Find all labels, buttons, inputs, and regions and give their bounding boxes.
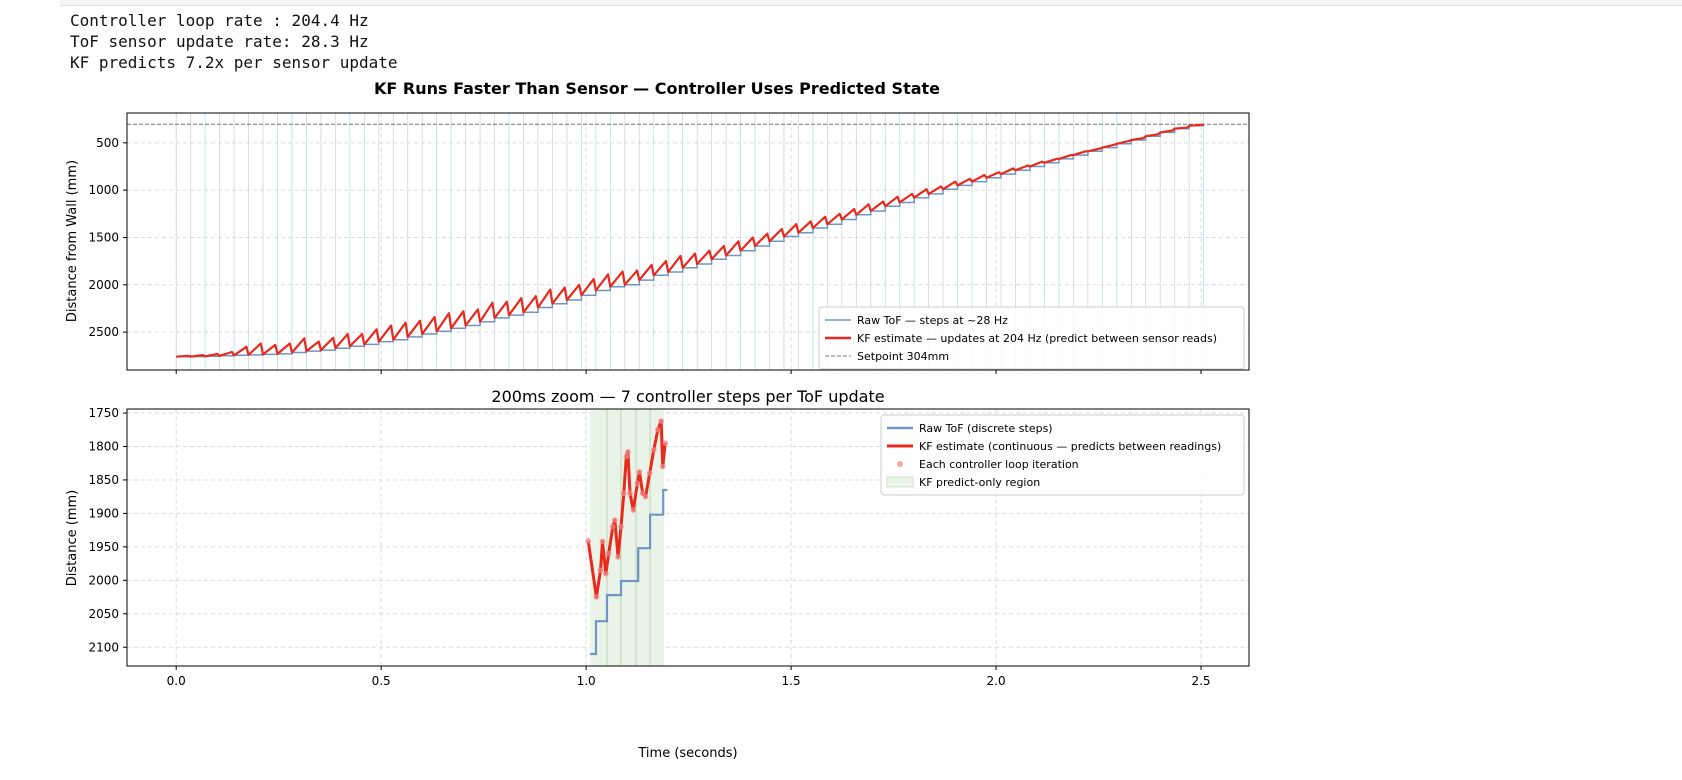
controller-iteration-point xyxy=(646,470,653,477)
output-line-loop-rate: Controller loop rate : 204.4 Hz xyxy=(70,11,369,30)
controller-iteration-point xyxy=(603,570,609,577)
x-tick-label: 1.5 xyxy=(782,674,801,688)
legend-label: Setpoint 304mm xyxy=(857,350,949,363)
controller-iteration-point xyxy=(636,469,643,475)
bottom-y-axis-label: Distance (mm) xyxy=(65,490,80,586)
controller-iteration-point xyxy=(630,507,637,513)
controller-iteration-point xyxy=(658,418,664,424)
controller-iteration-point xyxy=(650,447,657,453)
controller-iteration-point xyxy=(618,523,624,530)
x-tick-label: 1.0 xyxy=(577,674,596,688)
legend-label: Raw ToF — steps at ~28 Hz xyxy=(857,314,1008,327)
input-cell-border xyxy=(60,0,1682,6)
x-tick-label: 0.0 xyxy=(167,674,186,688)
bottom-chart-title: 200ms zoom — 7 controller steps per ToF … xyxy=(491,387,884,406)
raw-tof-steps xyxy=(590,488,668,656)
y-tick-label: 1900 xyxy=(88,506,119,520)
legend-label: Raw ToF (discrete steps) xyxy=(919,422,1053,435)
controller-iteration-point xyxy=(615,554,621,560)
cell-output-text: Controller loop rate : 204.4 Hz ToF senso… xyxy=(70,10,398,73)
controller-iteration-point xyxy=(593,594,600,600)
top-chart-title: KF Runs Faster Than Sensor — Controller … xyxy=(374,79,940,98)
x-tick-label: 2.0 xyxy=(987,674,1006,688)
output-line-kf-ratio: KF predicts 7.2x per sensor update xyxy=(70,53,398,72)
y-tick-label: 1950 xyxy=(88,540,119,554)
top-chart: 500 1000 1500 2000 2500 Raw ToF — steps at ~2… xyxy=(88,112,1250,374)
y-tick-label: 1800 xyxy=(88,439,119,453)
controller-iteration-point xyxy=(627,490,633,497)
y-tick-label: 1750 xyxy=(88,406,119,420)
legend-label: KF estimate — updates at 204 Hz (predict… xyxy=(857,332,1217,345)
y-tick-label: 2500 xyxy=(88,325,119,339)
controller-iteration-point xyxy=(659,463,666,470)
y-tick-label: 500 xyxy=(96,136,119,150)
controller-iteration-point xyxy=(597,567,604,574)
axes-frame xyxy=(126,112,1250,371)
x-tick-label: 2.5 xyxy=(1191,674,1210,688)
controller-iteration-point xyxy=(609,523,616,530)
legend-box xyxy=(818,306,1245,370)
y-tick-label: 2100 xyxy=(88,640,119,654)
legend-label: KF predict-only region xyxy=(919,476,1040,489)
top-y-axis-label: Distance from Wall (mm) xyxy=(65,160,80,322)
y-tick-label: 2000 xyxy=(88,573,119,587)
kf-estimate-line xyxy=(176,123,1204,358)
legend-label: KF estimate (continuous — predicts betwe… xyxy=(919,440,1221,453)
y-tick-label: 1000 xyxy=(88,183,119,197)
controller-iteration-point xyxy=(585,538,591,544)
bottom-chart: 0.0 0.5 1.0 1.5 2.0 2.5 1750 1800 1850 1900 1950 20… xyxy=(88,406,1250,688)
legend-label: Each controller loop iteration xyxy=(919,458,1079,471)
y-tick-label: 2000 xyxy=(88,278,119,292)
x-tick-label: 0.5 xyxy=(372,674,391,688)
controller-iteration-point xyxy=(625,449,631,455)
controller-iteration-point xyxy=(623,453,630,460)
controller-iteration-point xyxy=(612,517,618,523)
x-axis-label: Time (seconds) xyxy=(637,746,737,761)
legend-swatch xyxy=(886,476,914,488)
y-tick-label: 1500 xyxy=(88,230,119,244)
controller-iteration-point xyxy=(662,440,669,446)
legend-swatch xyxy=(897,461,903,467)
y-tick-label: 2050 xyxy=(88,607,119,621)
y-tick-label: 1850 xyxy=(88,473,119,487)
controller-iteration-point xyxy=(621,490,627,497)
output-line-tof-rate: ToF sensor update rate: 28.3 Hz xyxy=(70,32,369,51)
controller-iteration-point xyxy=(634,480,641,487)
legend-box xyxy=(880,414,1245,496)
controller-iteration-point xyxy=(655,426,661,433)
axes-frame xyxy=(126,408,1250,667)
controller-iteration-point xyxy=(605,550,612,557)
controller-iteration-point xyxy=(599,538,606,545)
controller-iteration-point xyxy=(642,493,649,500)
